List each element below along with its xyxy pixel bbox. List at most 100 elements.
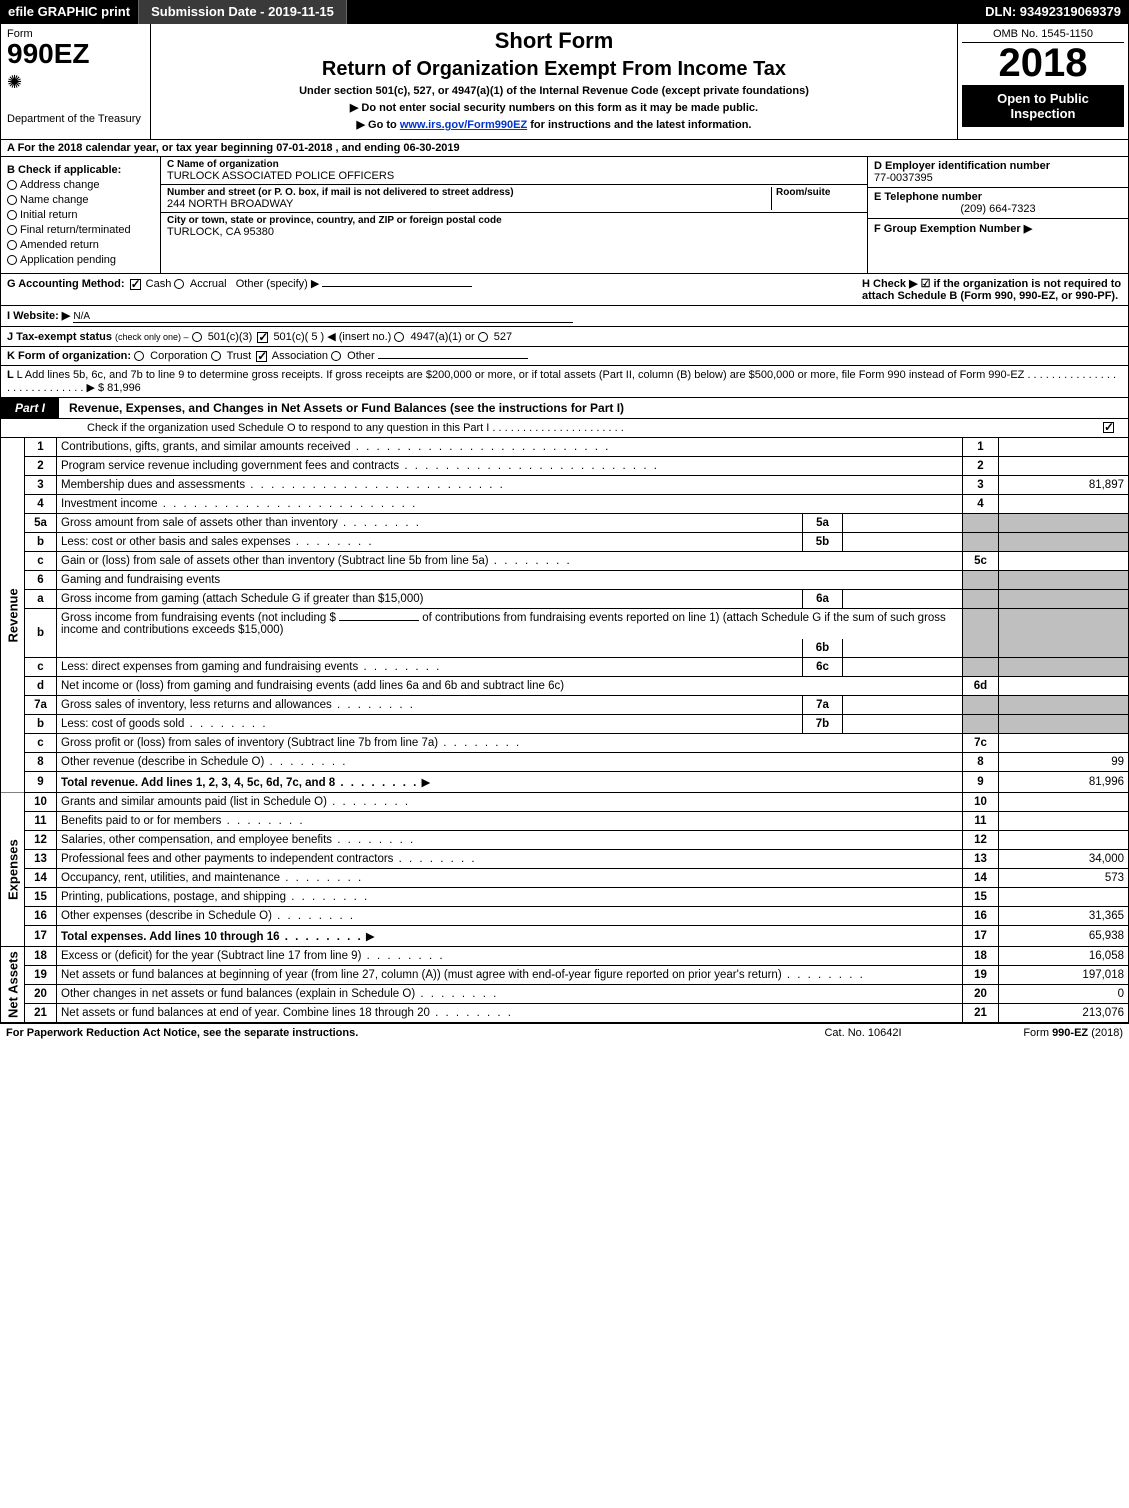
line-6a-desc: Gross income from gaming (attach Schedul…: [61, 593, 423, 605]
g-other: Other (specify) ▶: [236, 278, 320, 290]
b-opt-pending[interactable]: Application pending: [7, 254, 154, 266]
lineno: 6: [25, 571, 57, 590]
k-other: Other: [347, 350, 375, 362]
part1-schedule-o-checkbox[interactable]: [1103, 422, 1114, 433]
line-6a-subno: 6a: [803, 590, 843, 609]
line-5c-desc: Gain or (loss) from sale of assets other…: [61, 555, 572, 567]
row-a-prefix: A For the 2018 calendar year, or tax yea…: [7, 142, 276, 154]
section-c: C Name of organization TURLOCK ASSOCIATE…: [161, 157, 868, 273]
line-7a-subval: [843, 696, 963, 715]
form-header: Form 990EZ ✺ Department of the Treasury …: [0, 24, 1129, 140]
j-501c-checkbox[interactable]: [257, 332, 268, 343]
row-k: K Form of organization: Corporation Trus…: [0, 347, 1129, 366]
line-2-no: 2: [963, 457, 999, 476]
lineno: 2: [25, 457, 57, 476]
line-15-no: 15: [963, 888, 999, 907]
circle-icon: [174, 279, 184, 289]
line-16-val: 31,365: [999, 907, 1129, 926]
line-7b-desc: Less: cost of goods sold: [61, 718, 268, 730]
line-6b-subno: 6b: [803, 639, 843, 658]
line-18-desc: Excess or (deficit) for the year (Subtra…: [61, 950, 445, 962]
lineno: 10: [25, 793, 57, 812]
h-text: H Check ▶ ☑ if the organization is not r…: [862, 278, 1121, 302]
b-opt-label: Amended return: [20, 239, 99, 251]
b-opt-amended[interactable]: Amended return: [7, 239, 154, 251]
do-not-enter-text: ▶ Do not enter social security numbers o…: [161, 101, 947, 114]
shaded-cell: [963, 609, 999, 658]
e-label: E Telephone number: [874, 191, 1122, 203]
lineno: 12: [25, 831, 57, 850]
i-value: N/A: [73, 311, 573, 323]
line-6b-blank[interactable]: [339, 620, 419, 621]
line-5a-subval: [843, 514, 963, 533]
goto-link[interactable]: www.irs.gov/Form990EZ: [400, 119, 527, 131]
line-12-desc: Salaries, other compensation, and employ…: [61, 834, 415, 846]
line-2-desc: Program service revenue including govern…: [61, 460, 659, 472]
circle-icon: [7, 255, 17, 265]
k-assoc-checkbox[interactable]: [256, 351, 267, 362]
line-5c-no: 5c: [963, 552, 999, 571]
b-opt-label: Name change: [20, 194, 89, 206]
line-8-val: 99: [999, 753, 1129, 772]
line-21-no: 21: [963, 1004, 999, 1023]
line-15-desc: Printing, publications, postage, and shi…: [61, 891, 369, 903]
j-label: J Tax-exempt status: [7, 331, 112, 343]
shaded-cell: [999, 571, 1129, 590]
b-opt-address[interactable]: Address change: [7, 179, 154, 191]
b-opt-name[interactable]: Name change: [7, 194, 154, 206]
line-3-no: 3: [963, 476, 999, 495]
line-1-no: 1: [963, 438, 999, 457]
row-a-begin: 07-01-2018: [276, 142, 332, 154]
goto-prefix: ▶ Go to: [357, 119, 400, 131]
j-opt3: 4947(a)(1) or: [410, 331, 474, 343]
line-10-desc: Grants and similar amounts paid (list in…: [61, 796, 410, 808]
g-cash: Cash: [146, 278, 172, 290]
shaded-cell: [999, 658, 1129, 677]
line-20-desc: Other changes in net assets or fund bala…: [61, 988, 498, 1000]
revenue-side-label: Revenue: [1, 438, 25, 793]
k-other-blank[interactable]: [378, 358, 528, 359]
lineno: 14: [25, 869, 57, 888]
expenses-side-label: Expenses: [1, 793, 25, 947]
row-l: L L Add lines 5b, 6c, and 7b to line 9 t…: [0, 366, 1129, 398]
g-accounting: G Accounting Method: Cash Accrual Other …: [7, 277, 862, 302]
line-4-no: 4: [963, 495, 999, 514]
j-opt4: 527: [494, 331, 512, 343]
lineno: 8: [25, 753, 57, 772]
b-opt-label: Final return/terminated: [20, 224, 131, 236]
b-opt-final[interactable]: Final return/terminated: [7, 224, 154, 236]
b-opt-initial[interactable]: Initial return: [7, 209, 154, 221]
line-5b-desc: Less: cost or other basis and sales expe…: [61, 536, 374, 548]
efile-print-button[interactable]: efile GRAPHIC print: [0, 0, 138, 24]
section-b: B Check if applicable: Address change Na…: [1, 157, 161, 273]
circle-icon: [394, 332, 404, 342]
f-label: F Group Exemption Number ▶: [874, 223, 1032, 235]
circle-icon: [7, 210, 17, 220]
line-16-no: 16: [963, 907, 999, 926]
line-7c-val: [999, 734, 1129, 753]
page-footer: For Paperwork Reduction Act Notice, see …: [0, 1023, 1129, 1042]
g-other-blank[interactable]: [322, 286, 472, 287]
lineno: b: [25, 715, 57, 734]
shaded-cell: [999, 590, 1129, 609]
line-6c-subval: [843, 658, 963, 677]
line-19-no: 19: [963, 966, 999, 985]
submission-date-button[interactable]: Submission Date - 2019-11-15: [138, 0, 347, 24]
line-13-no: 13: [963, 850, 999, 869]
footer-mid: Cat. No. 10642I: [763, 1027, 963, 1039]
line-2-val: [999, 457, 1129, 476]
netassets-side-label: Net Assets: [1, 947, 25, 1023]
header-left: Form 990EZ ✺ Department of the Treasury: [1, 24, 151, 139]
line-14-val: 573: [999, 869, 1129, 888]
goto-text: ▶ Go to www.irs.gov/Form990EZ for instru…: [161, 118, 947, 131]
circle-icon: [7, 240, 17, 250]
line-9-desc: Total revenue. Add lines 1, 2, 3, 4, 5c,…: [61, 777, 418, 789]
line-7b-subno: 7b: [803, 715, 843, 734]
lineno: 20: [25, 985, 57, 1004]
g-cash-checkbox[interactable]: [130, 279, 141, 290]
department-label: Department of the Treasury: [7, 113, 144, 125]
d-label: D Employer identification number: [874, 160, 1122, 172]
line-20-val: 0: [999, 985, 1129, 1004]
j-opt2: 501(c)( 5 ) ◀ (insert no.): [273, 331, 391, 343]
k-assoc: Association: [272, 350, 328, 362]
